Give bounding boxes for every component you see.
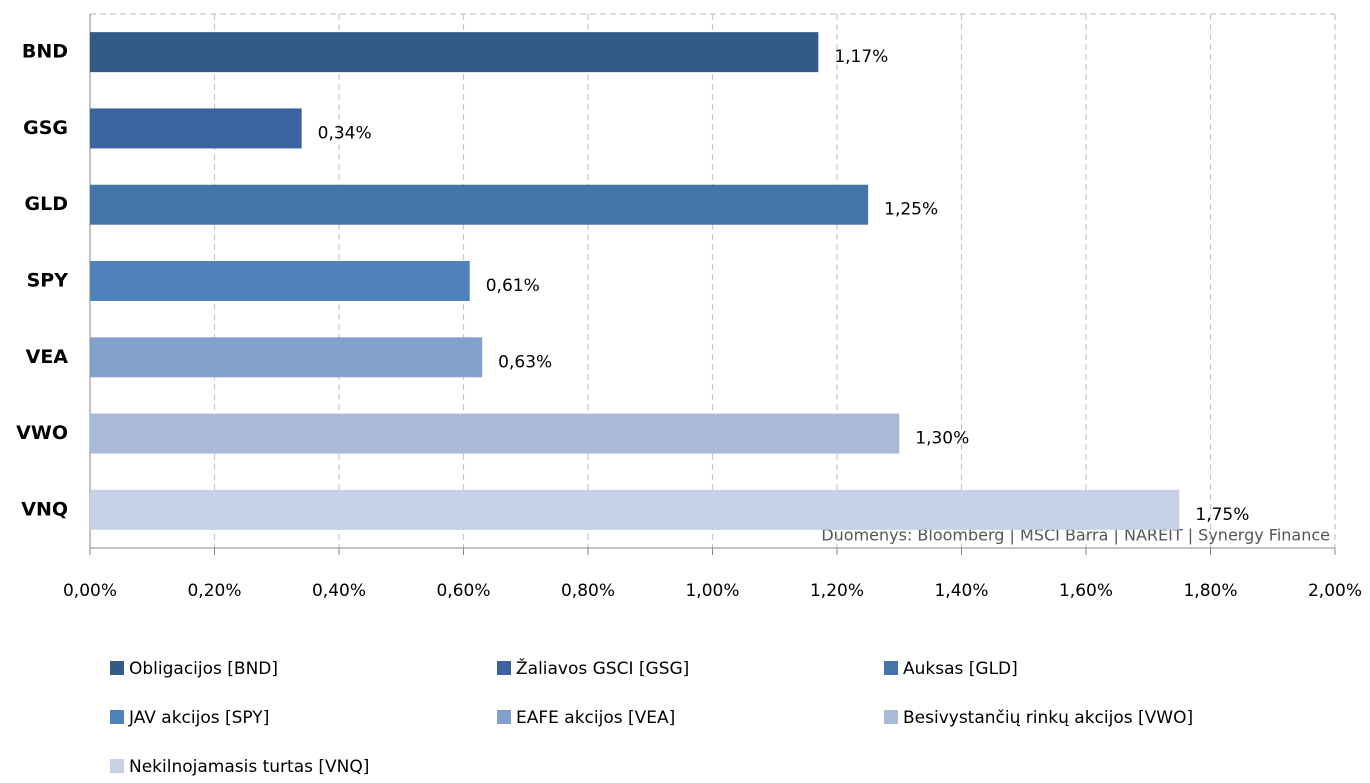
legend-label: Žaliavos GSCI [GSG]	[516, 657, 689, 679]
bar	[90, 337, 483, 378]
value-label: 1,25%	[884, 200, 938, 220]
category-label: BND	[22, 41, 68, 63]
x-tick-label: 1,00%	[685, 581, 739, 601]
category-label: VWO	[16, 422, 68, 444]
legend-swatch	[884, 710, 898, 724]
legend-label: Auksas [GLD]	[903, 659, 1018, 679]
value-label: 0,34%	[318, 123, 372, 143]
value-label: 0,63%	[498, 352, 552, 372]
x-tick-label: 1,20%	[810, 581, 864, 601]
x-tick-label: 0,40%	[312, 581, 366, 601]
value-label: 1,30%	[915, 429, 969, 449]
category-label: GSG	[23, 117, 68, 139]
legend-label: Besivystančių rinkų akcijos [VWO]	[903, 708, 1193, 728]
legend-swatch	[110, 661, 124, 675]
bar	[90, 108, 302, 149]
legend-label: EAFE akcijos [VEA]	[516, 708, 675, 728]
value-label: 1,75%	[1195, 505, 1249, 525]
value-label: 1,17%	[834, 47, 888, 67]
legend-label: Obligacijos [BND]	[129, 659, 278, 679]
category-label: VNQ	[21, 498, 68, 520]
x-tick-label: 0,00%	[63, 581, 117, 601]
category-label: GLD	[25, 193, 68, 215]
legend-swatch	[497, 710, 511, 724]
legend-label: JAV akcijos [SPY]	[128, 708, 269, 728]
legend-label: Nekilnojamasis turtas [VNQ]	[129, 757, 369, 777]
bar	[90, 413, 900, 454]
category-label: VEA	[26, 346, 69, 368]
x-tick-label: 1,60%	[1059, 581, 1113, 601]
legend-swatch	[884, 661, 898, 675]
bar	[90, 32, 819, 73]
legend-swatch	[497, 661, 511, 675]
x-tick-label: 1,40%	[934, 581, 988, 601]
legend-swatch	[110, 710, 124, 724]
x-tick-label: 2,00%	[1308, 581, 1362, 601]
x-tick-label: 0,20%	[187, 581, 241, 601]
x-tick-label: 1,80%	[1183, 581, 1237, 601]
x-tick-label: 0,80%	[561, 581, 615, 601]
legend-swatch	[110, 759, 124, 773]
category-label: SPY	[27, 270, 69, 292]
value-label: 0,61%	[486, 276, 540, 296]
source-note: Duomenys: Bloomberg | MSCI Barra | NAREI…	[821, 526, 1330, 545]
bar	[90, 489, 1180, 530]
x-tick-label: 0,60%	[436, 581, 490, 601]
bar	[90, 184, 869, 225]
bar	[90, 261, 470, 301]
